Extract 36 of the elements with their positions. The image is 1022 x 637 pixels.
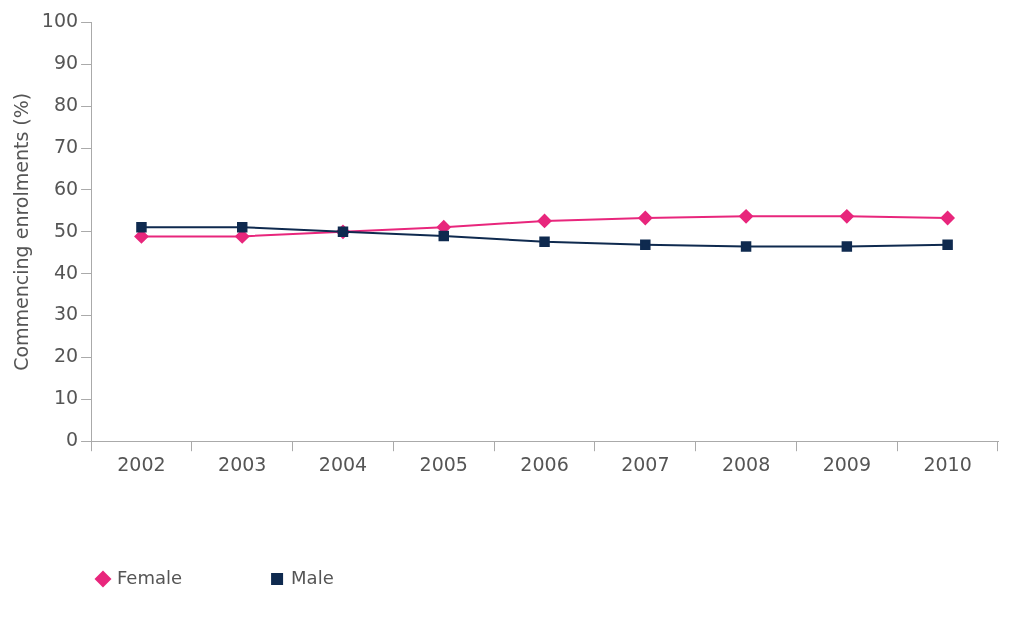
y-tick-label: 0 [65, 428, 79, 451]
x-tick-label: 2005 [419, 452, 468, 475]
y-tick-label: 90 [53, 51, 79, 74]
point [640, 239, 651, 251]
y-axis-title: Commencing enrolments (%) [10, 92, 33, 371]
x-tick-label: 2003 [218, 452, 267, 475]
x-tick-label: 2009 [822, 452, 872, 475]
point [537, 213, 552, 228]
point [942, 239, 953, 251]
x-tick-label: 2004 [318, 452, 368, 475]
point [739, 209, 754, 224]
y-tick-label: 30 [53, 302, 79, 325]
point [940, 210, 955, 225]
point [236, 221, 248, 233]
y-tick-label: 70 [53, 134, 79, 157]
y-tick-label: 40 [53, 260, 79, 283]
legend-label: Female [117, 566, 183, 588]
x-tick-label: 2007 [621, 452, 670, 475]
point [839, 209, 854, 224]
y-tick-label: 80 [53, 93, 79, 116]
y-tick-label: 20 [53, 344, 79, 367]
y-tick-label: 50 [53, 218, 79, 241]
x-tick-label: 2008 [721, 452, 771, 475]
point [136, 221, 147, 233]
point [841, 241, 853, 252]
point [539, 236, 550, 248]
point [638, 210, 653, 225]
x-tick-label: 2006 [520, 452, 569, 475]
point [438, 230, 450, 242]
point [740, 241, 752, 252]
x-tick-label: 2002 [117, 452, 166, 475]
y-tick-label: 100 [41, 9, 79, 32]
legend-label: Male [291, 566, 334, 588]
y-tick-label: 10 [53, 386, 79, 409]
x-tick-label: 2010 [923, 452, 972, 475]
y-tick-label: 60 [53, 176, 79, 199]
